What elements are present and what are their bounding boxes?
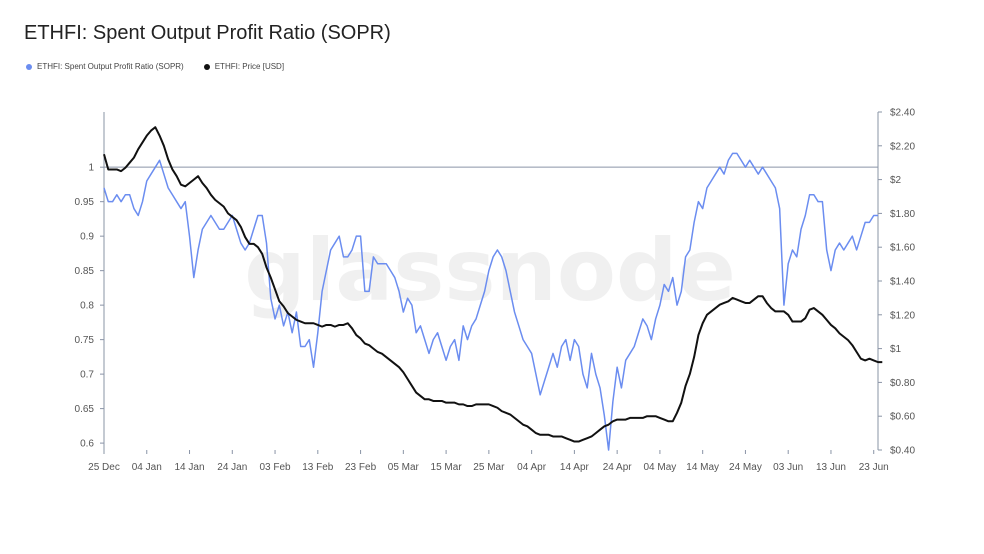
x-tick-label: 24 Jan bbox=[217, 462, 247, 473]
y-left-tick-label: 0.8 bbox=[80, 301, 94, 312]
x-tick-label: 24 Apr bbox=[603, 462, 633, 473]
y-left-tick-label: 0.6 bbox=[80, 439, 94, 450]
y-right-tick-label: $1.40 bbox=[890, 277, 915, 288]
y-right-tick-label: $2 bbox=[890, 175, 902, 186]
y-right-tick-label: $0.60 bbox=[890, 412, 915, 423]
price-series-line bbox=[103, 126, 883, 443]
y-left-tick-label: 0.9 bbox=[80, 232, 94, 243]
x-tick-label: 23 Jun bbox=[859, 462, 889, 473]
y-right-tick-label: $0.80 bbox=[890, 378, 915, 389]
y-left-tick-label: 0.7 bbox=[80, 370, 94, 381]
x-tick-label: 04 Apr bbox=[517, 462, 547, 473]
y-right-tick-label: $1.80 bbox=[890, 209, 915, 220]
y-left-tick-label: 1 bbox=[88, 163, 94, 174]
legend: ETHFI: Spent Output Profit Ratio (SOPR) … bbox=[26, 62, 284, 71]
x-tick-label: 04 Jan bbox=[132, 462, 162, 473]
y-left-tick-label: 0.85 bbox=[75, 266, 95, 277]
axes: 0.6 0.65 0.7 0.75 0.8 0.85 0.9 0.95 1 $0.40 $0.60 $… bbox=[75, 108, 916, 474]
x-tick-label: 14 May bbox=[686, 462, 719, 473]
series-layer bbox=[103, 126, 883, 451]
chart-title: ETHFI: Spent Output Profit Ratio (SOPR) bbox=[24, 22, 391, 44]
legend-item-sopr[interactable]: ETHFI: Spent Output Profit Ratio (SOPR) bbox=[26, 62, 184, 71]
y-left-tick-label: 0.65 bbox=[75, 404, 95, 415]
x-tick-label: 03 Feb bbox=[259, 462, 291, 473]
x-tick-label: 13 Jun bbox=[816, 462, 846, 473]
x-tick-label: 15 Mar bbox=[431, 462, 463, 473]
y-right-tick-label: $1.60 bbox=[890, 243, 915, 254]
x-tick-label: 14 Jan bbox=[175, 462, 205, 473]
x-tick-label: 13 Feb bbox=[302, 462, 334, 473]
y-left-tick-label: 0.75 bbox=[75, 335, 95, 346]
legend-dot-price bbox=[203, 63, 210, 70]
y-right-tick-label: $1.20 bbox=[890, 310, 915, 321]
y-left-tick-label: 0.95 bbox=[75, 197, 95, 208]
legend-label-price: ETHFI: Price [USD] bbox=[214, 62, 285, 71]
x-tick-label: 24 May bbox=[729, 462, 762, 473]
x-tick-label: 04 May bbox=[644, 462, 677, 473]
y-right-tick-label: $2.40 bbox=[890, 108, 915, 119]
watermark: glassnode bbox=[244, 221, 736, 321]
legend-label-sopr: ETHFI: Spent Output Profit Ratio (SOPR) bbox=[37, 62, 184, 71]
y-right-tick-label: $1 bbox=[890, 344, 902, 355]
y-right-tick-label: $2.20 bbox=[890, 141, 915, 152]
x-tick-label: 23 Feb bbox=[345, 462, 377, 473]
x-tick-label: 25 Mar bbox=[473, 462, 505, 473]
x-tick-label: 03 Jun bbox=[773, 462, 803, 473]
x-tick-label: 05 Mar bbox=[388, 462, 420, 473]
y-right-tick-label: $0.40 bbox=[890, 446, 915, 457]
x-tick-label: 14 Apr bbox=[560, 462, 590, 473]
x-tick-label: 25 Dec bbox=[88, 462, 120, 473]
legend-item-price[interactable]: ETHFI: Price [USD] bbox=[203, 62, 285, 71]
legend-dot-sopr bbox=[26, 63, 32, 70]
